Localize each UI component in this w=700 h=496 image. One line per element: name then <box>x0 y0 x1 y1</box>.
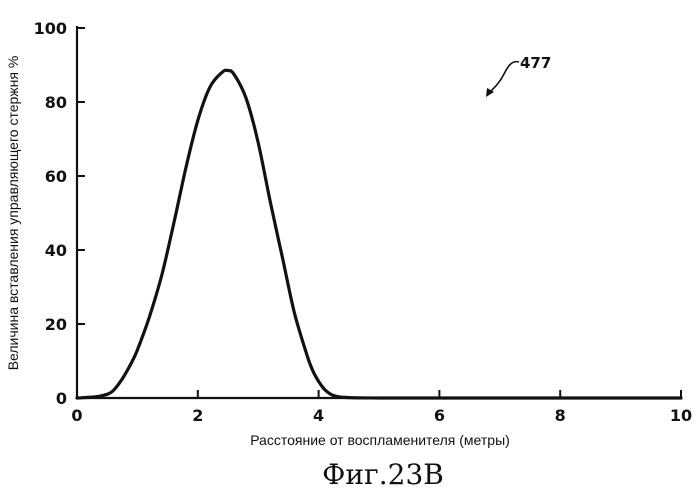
x-tick-label: 4 <box>313 406 324 425</box>
y-tick-label: 80 <box>45 93 67 112</box>
tick-marks <box>77 28 681 398</box>
reference-number: 477 <box>520 54 551 72</box>
y-tick-label: 40 <box>45 241 67 260</box>
x-tick-label: 2 <box>192 406 203 425</box>
y-tick-label: 20 <box>45 315 67 334</box>
axes <box>77 26 681 398</box>
x-tick-label: 10 <box>670 406 692 425</box>
x-axis-label: Расстояние от воспламенителя (метры) <box>250 432 510 448</box>
leader-line <box>490 62 519 92</box>
figure-caption: Фиг.23В <box>322 458 444 491</box>
x-tick-label: 8 <box>555 406 566 425</box>
data-series-line <box>77 70 681 398</box>
y-tick-label: 0 <box>56 389 67 408</box>
y-tick-label: 100 <box>34 19 67 38</box>
x-tick-label: 0 <box>71 406 82 425</box>
y-tick-label: 60 <box>45 167 67 186</box>
y-axis-label: Величина вставления управляющего стержня… <box>5 56 21 371</box>
reference-annotation: 477 <box>486 54 551 97</box>
x-tick-label: 6 <box>434 406 445 425</box>
